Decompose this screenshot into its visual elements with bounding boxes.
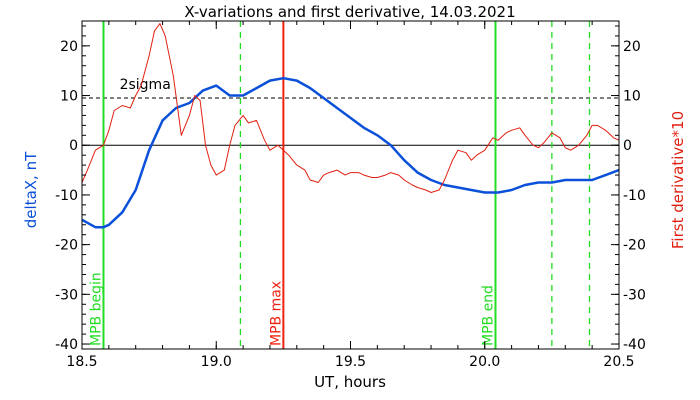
- marker-label-2: MPB end: [480, 285, 496, 346]
- y-tick-label-left-4: 0: [69, 138, 78, 154]
- y-tick-label-right-3: -10: [623, 188, 646, 204]
- x-axis-title: UT, hours: [314, 373, 386, 391]
- y-tick-label-right-5: 10: [623, 89, 641, 105]
- y-axis-right-title: First derivative*10: [669, 111, 687, 249]
- x-tick-label-1: 19.0: [201, 354, 232, 370]
- x-tick-label-0: 18.5: [66, 354, 97, 370]
- marker-label-1: MPB max: [268, 281, 284, 346]
- plot-area: 2sigma MPB begin MPB max MPB end: [82, 21, 619, 349]
- y-axis-left-title: deltaX, nT: [22, 151, 40, 228]
- axes: 18.5 19.0 19.5 20.0 20.5-40 -40-30 -30-20 -20-1…: [55, 20, 646, 370]
- y-tick-label-right-1: -30: [623, 287, 646, 303]
- y-tick-label-left-1: -30: [55, 287, 78, 303]
- chart-title: X-variations and first derivative, 14.03…: [184, 3, 515, 21]
- y-tick-label-right-0: -40: [623, 337, 646, 353]
- sigma-label: 2sigma: [120, 77, 171, 93]
- y-tick-label-right-2: -20: [623, 238, 646, 254]
- y-tick-label-right-6: 20: [623, 39, 641, 55]
- y-tick-label-right-4: 0: [623, 138, 632, 154]
- x-tick-label-4: 20.5: [603, 354, 634, 370]
- series-line-0: [82, 76, 619, 229]
- y-tick-label-left-6: 20: [60, 39, 78, 55]
- y-tick-label-left-5: 10: [60, 89, 78, 105]
- plot-frame: [81, 20, 620, 350]
- marker-label-0: MPB begin: [88, 272, 104, 346]
- y-tick-label-left-0: -40: [55, 337, 78, 353]
- y-tick-label-left-2: -20: [55, 238, 78, 254]
- x-tick-label-2: 19.5: [335, 354, 366, 370]
- y-tick-label-left-3: -10: [55, 188, 78, 204]
- x-tick-label-3: 20.0: [469, 354, 500, 370]
- series-line-1: [82, 23, 619, 193]
